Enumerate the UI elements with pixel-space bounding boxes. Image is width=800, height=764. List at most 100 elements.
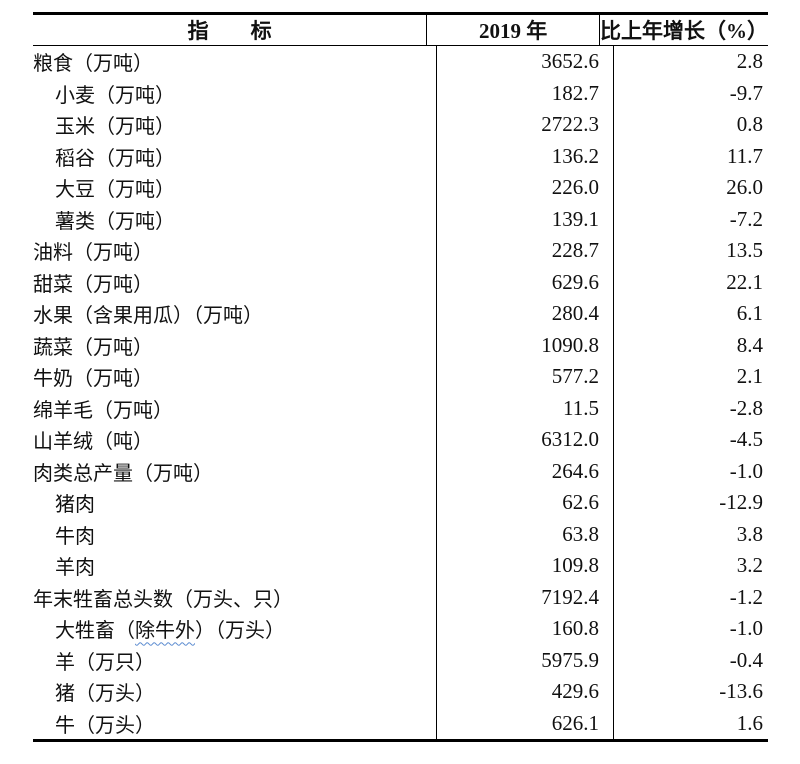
indicator-label: 猪（万头） <box>55 683 155 706</box>
growth-cell: 11.7 <box>613 140 768 172</box>
value-2019-cell: 63.8 <box>436 518 613 550</box>
value-2019: 626.1 <box>551 710 599 735</box>
growth-value: -13.6 <box>719 679 763 704</box>
table-header-row: 指 标 2019 年 比上年增长（%） <box>33 15 768 46</box>
growth-cell: -7.2 <box>613 203 768 235</box>
value-2019-cell: 139.1 <box>436 203 613 235</box>
value-2019-cell: 626.1 <box>436 707 613 739</box>
value-2019: 7192.4 <box>541 584 599 609</box>
growth-value: -0.4 <box>729 647 763 672</box>
indicator-cell: 水果（含果用瓜）（万吨） <box>33 298 436 330</box>
indicator-label: 甜菜（万吨） <box>33 273 153 296</box>
value-2019: 182.7 <box>551 80 599 105</box>
value-2019: 280.4 <box>551 301 599 326</box>
table-row: 大牲畜（ 除牛外 ）（万头） 160.8 -1.0 <box>33 613 768 645</box>
value-2019-cell: 160.8 <box>436 613 613 645</box>
growth-cell: 2.1 <box>613 361 768 393</box>
growth-value: -9.7 <box>729 80 763 105</box>
column-header-growth: 比上年增长（%） <box>599 15 768 45</box>
growth-cell: 8.4 <box>613 329 768 361</box>
growth-cell: 13.5 <box>613 235 768 267</box>
growth-cell: -9.7 <box>613 77 768 109</box>
indicator-cell: 薯类（万吨） <box>33 204 436 236</box>
value-2019-cell: 429.6 <box>436 676 613 708</box>
value-2019: 577.2 <box>551 364 599 389</box>
table-row: 粮食（万吨） 3652.6 2.8 <box>33 46 768 78</box>
growth-cell: -2.8 <box>613 392 768 424</box>
indicator-cell: 羊肉 <box>33 550 436 582</box>
indicator-label: 山羊绒（吨） <box>33 431 153 454</box>
column-header-2019: 2019 年 <box>426 15 599 45</box>
indicator-label: 粮食（万吨） <box>33 53 153 76</box>
value-2019: 1090.8 <box>541 332 599 357</box>
value-2019-cell: 3652.6 <box>436 46 613 78</box>
value-2019: 5975.9 <box>541 647 599 672</box>
growth-value: 26.0 <box>726 175 763 200</box>
value-2019: 136.2 <box>551 143 599 168</box>
table-row: 山羊绒（吨） 6312.0 -4.5 <box>33 424 768 456</box>
value-2019-cell: 577.2 <box>436 361 613 393</box>
value-2019: 11.5 <box>563 395 599 420</box>
indicator-cell: 蔬菜（万吨） <box>33 330 436 362</box>
growth-cell: 1.6 <box>613 707 768 739</box>
indicator-cell: 小麦（万吨） <box>33 78 436 110</box>
growth-value: 0.8 <box>736 112 763 137</box>
indicator-label: 玉米（万吨） <box>55 116 175 139</box>
indicator-cell: 羊（万只） <box>33 645 436 677</box>
value-2019-cell: 2722.3 <box>436 109 613 141</box>
growth-cell: 3.8 <box>613 518 768 550</box>
indicator-label: 大豆（万吨） <box>55 179 175 202</box>
growth-cell: 26.0 <box>613 172 768 204</box>
table-row: 大豆（万吨） 226.0 26.0 <box>33 172 768 204</box>
indicator-cell: 牛（万头） <box>33 708 436 740</box>
value-2019: 264.6 <box>551 458 599 483</box>
indicator-label: 蔬菜（万吨） <box>33 336 153 359</box>
value-2019-cell: 5975.9 <box>436 644 613 676</box>
value-2019-cell: 62.6 <box>436 487 613 519</box>
value-2019-cell: 629.6 <box>436 266 613 298</box>
value-2019-cell: 264.6 <box>436 455 613 487</box>
value-2019: 6312.0 <box>541 427 599 452</box>
table-row: 年末牲畜总头数（万头、只） 7192.4 -1.2 <box>33 581 768 613</box>
value-2019-cell: 226.0 <box>436 172 613 204</box>
table-row: 肉类总产量（万吨） 264.6 -1.0 <box>33 455 768 488</box>
indicator-label: 小麦（万吨） <box>55 84 175 107</box>
table-row: 牛（万头） 626.1 1.6 <box>33 707 768 740</box>
indicator-label: 年末牲畜总头数（万头、只） <box>33 588 293 611</box>
growth-value: -1.2 <box>729 584 763 609</box>
value-2019: 63.8 <box>562 521 599 546</box>
table-row: 油料（万吨） 228.7 13.5 <box>33 235 768 267</box>
value-2019: 62.6 <box>562 490 599 515</box>
statistics-table: 指 标 2019 年 比上年增长（%） 粮食（万吨） 3652.6 2.8 小麦… <box>33 12 768 742</box>
value-2019-cell: 182.7 <box>436 77 613 109</box>
table-row: 羊（万只） 5975.9 -0.4 <box>33 644 768 677</box>
growth-cell: -4.5 <box>613 424 768 456</box>
growth-value: -2.8 <box>729 395 763 420</box>
growth-value: 6.1 <box>736 301 763 326</box>
growth-cell: -1.0 <box>613 613 768 645</box>
growth-value: 1.6 <box>736 710 763 735</box>
growth-cell: -12.9 <box>613 487 768 519</box>
growth-value: 11.7 <box>727 143 763 168</box>
growth-cell: 6.1 <box>613 298 768 330</box>
table-row: 牛奶（万吨） 577.2 2.1 <box>33 361 768 393</box>
indicator-label: 羊（万只） <box>55 651 155 674</box>
indicator-cell: 肉类总产量（万吨） <box>33 456 436 488</box>
table-row: 小麦（万吨） 182.7 -9.7 <box>33 77 768 110</box>
indicator-cell: 猪（万头） <box>33 676 436 708</box>
value-2019: 2722.3 <box>541 112 599 137</box>
value-2019-cell: 11.5 <box>436 392 613 424</box>
indicator-cell: 山羊绒（吨） <box>33 424 436 456</box>
growth-value: 2.1 <box>736 364 763 389</box>
growth-cell: 22.1 <box>613 266 768 298</box>
indicator-label: 薯类（万吨） <box>55 210 175 233</box>
growth-cell: -0.4 <box>613 644 768 676</box>
table-row: 稻谷（万吨） 136.2 11.7 <box>33 140 768 172</box>
indicator-label: 肉类总产量（万吨） <box>33 462 213 485</box>
table-row: 甜菜（万吨） 629.6 22.1 <box>33 266 768 298</box>
growth-value: 13.5 <box>726 238 763 263</box>
table-row: 蔬菜（万吨） 1090.8 8.4 <box>33 329 768 362</box>
value-2019: 228.7 <box>551 238 599 263</box>
growth-value: -7.2 <box>729 206 763 231</box>
indicator-cell: 大豆（万吨） <box>33 172 436 204</box>
